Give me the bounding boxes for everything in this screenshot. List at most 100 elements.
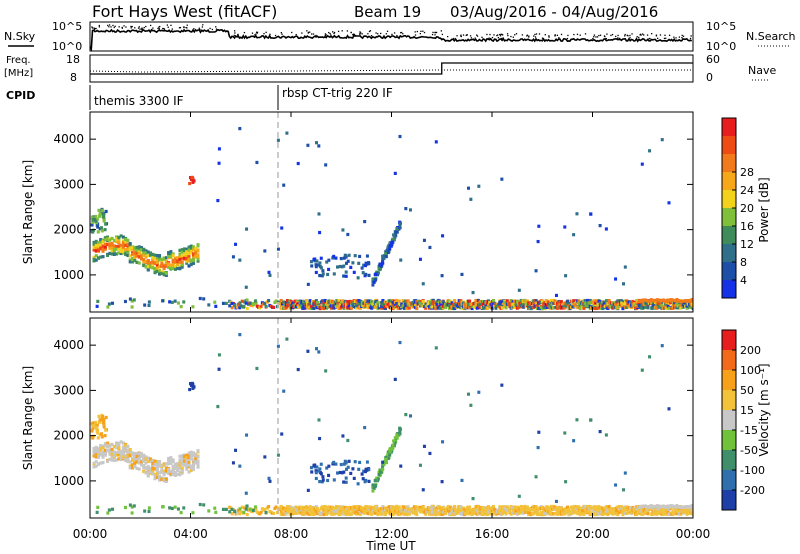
velocity-cell — [108, 444, 112, 448]
power-cell — [94, 241, 98, 245]
nsearch-dot — [453, 37, 455, 40]
power-cell — [392, 233, 396, 237]
velocity-cell — [162, 479, 166, 483]
velocity-cell — [176, 462, 180, 466]
power-cell — [192, 257, 196, 261]
velocity-cell — [96, 436, 100, 440]
velocity-cell — [198, 502, 202, 507]
power-cell — [112, 238, 116, 243]
power-cell — [132, 298, 136, 302]
velocity-cell — [314, 469, 318, 473]
velocity-cell — [395, 436, 399, 440]
velocity-cell — [139, 452, 143, 456]
velocity-cell — [635, 507, 639, 511]
nsearch-dot — [353, 33, 355, 35]
velocity-cell — [327, 473, 331, 478]
nsearch-dot — [638, 36, 640, 39]
power-cell — [690, 301, 693, 305]
power-cell — [404, 303, 408, 307]
velocity-cell — [675, 512, 679, 516]
velocity-cell — [384, 457, 388, 462]
power-cell — [342, 274, 346, 278]
velocity-cell — [110, 458, 114, 462]
velocity-cell — [435, 508, 439, 513]
velocity-cell — [160, 477, 164, 482]
power-cell — [92, 258, 96, 263]
nsearch-dot — [501, 33, 503, 36]
velocity-cell — [90, 429, 94, 433]
velocity-cell — [424, 512, 428, 516]
power-cell — [190, 177, 194, 182]
power-cell — [684, 299, 688, 303]
power-cell — [196, 243, 200, 247]
velocity-cell — [536, 445, 540, 450]
power-cell — [92, 248, 96, 252]
velocity-cell — [312, 464, 316, 468]
velocity-cell — [467, 392, 471, 396]
power-cell — [194, 246, 198, 250]
power-cell — [117, 240, 121, 244]
power-cell — [130, 257, 134, 261]
velocity-cell — [377, 512, 381, 516]
colorbar-tick-label: 15 — [740, 404, 754, 417]
colorbar-frame — [721, 329, 737, 511]
power-cell — [97, 208, 101, 213]
nsearch-dot — [646, 34, 649, 36]
nsearch-dot — [134, 27, 136, 29]
velocity-cell — [363, 507, 367, 511]
nsearch-dot — [599, 34, 602, 36]
nsearch-dot — [624, 35, 626, 37]
velocity-cell — [117, 452, 121, 456]
power-cell — [164, 271, 168, 275]
nsearch-dot — [162, 27, 164, 30]
power-cell — [676, 302, 680, 306]
power-cell — [285, 299, 289, 303]
power-cell — [306, 282, 310, 286]
velocity-cell — [182, 462, 186, 466]
velocity-cell — [307, 512, 311, 516]
power-cell — [310, 264, 314, 268]
velocity-cell — [103, 444, 107, 448]
velocity-cell — [643, 504, 647, 508]
velocity-cell — [158, 475, 162, 479]
velocity-cell — [615, 509, 619, 513]
velocity-cell — [92, 449, 96, 453]
nsearch-dot — [280, 31, 283, 34]
y-tick-label: 2000 — [53, 429, 84, 443]
velocity-cell — [91, 426, 95, 430]
power-cell — [615, 303, 619, 307]
velocity-cell — [326, 511, 330, 515]
velocity-cell — [230, 512, 234, 516]
power-cell — [124, 243, 128, 247]
power-cell — [155, 266, 159, 270]
velocity-cell — [274, 505, 278, 509]
nsearch-dot — [514, 34, 516, 36]
velocity-cell — [98, 418, 102, 422]
velocity-cell — [690, 503, 693, 508]
power-cell — [178, 266, 182, 270]
nsearch-dot — [311, 33, 313, 35]
power-cell — [142, 257, 146, 262]
velocity-cell — [144, 471, 148, 475]
velocity-cell — [182, 459, 186, 463]
velocity-cell — [194, 452, 198, 456]
velocity-cell — [133, 461, 137, 466]
y-tick-label: 1000 — [53, 268, 84, 282]
colorbar-tick-label: 50 — [740, 384, 754, 397]
velocity-cell — [144, 461, 148, 465]
y-tick-label: 3000 — [53, 177, 84, 191]
velocity-cell — [276, 344, 280, 348]
power-cell — [151, 255, 155, 259]
velocity-cell — [143, 509, 147, 513]
power-cell — [444, 305, 448, 310]
power-cell — [371, 283, 375, 287]
velocity-cell — [463, 508, 467, 512]
power-cell — [663, 299, 667, 303]
velocity-cell — [357, 508, 361, 512]
velocity-cell — [110, 447, 114, 452]
velocity-cell — [185, 458, 189, 462]
velocity-cell — [434, 346, 438, 350]
power-cell — [583, 299, 587, 303]
nsearch-dot — [554, 34, 556, 36]
power-cell — [655, 298, 659, 302]
